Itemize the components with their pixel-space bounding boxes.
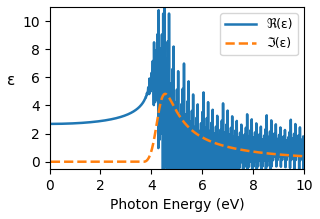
ℑ(ε) bbox=[49, 161, 53, 163]
ℑ(ε) bbox=[251, 150, 255, 153]
ℑ(ε) bbox=[163, 93, 167, 95]
ℜ(ε) bbox=[151, 76, 155, 79]
ℑ(ε) bbox=[302, 155, 306, 158]
ℑ(ε) bbox=[247, 150, 251, 152]
Legend: ℜ(ε), ℑ(ε): ℜ(ε), ℑ(ε) bbox=[220, 13, 298, 55]
ℜ(ε) bbox=[49, 123, 53, 125]
ℜ(ε) bbox=[252, 165, 255, 168]
ℜ(ε) bbox=[75, 122, 79, 125]
Line: ℜ(ε): ℜ(ε) bbox=[51, 0, 304, 219]
ℑ(ε) bbox=[151, 142, 155, 144]
ℑ(ε) bbox=[223, 145, 227, 148]
ℑ(ε) bbox=[161, 95, 164, 98]
ℜ(ε) bbox=[161, 99, 164, 102]
ℑ(ε) bbox=[75, 161, 79, 163]
X-axis label: Photon Energy (eV): Photon Energy (eV) bbox=[109, 198, 244, 212]
Line: ℑ(ε): ℑ(ε) bbox=[51, 94, 304, 162]
ℜ(ε) bbox=[302, 150, 306, 153]
Y-axis label: ε: ε bbox=[7, 73, 15, 88]
ℜ(ε) bbox=[223, 155, 227, 158]
ℜ(ε) bbox=[247, 166, 251, 168]
